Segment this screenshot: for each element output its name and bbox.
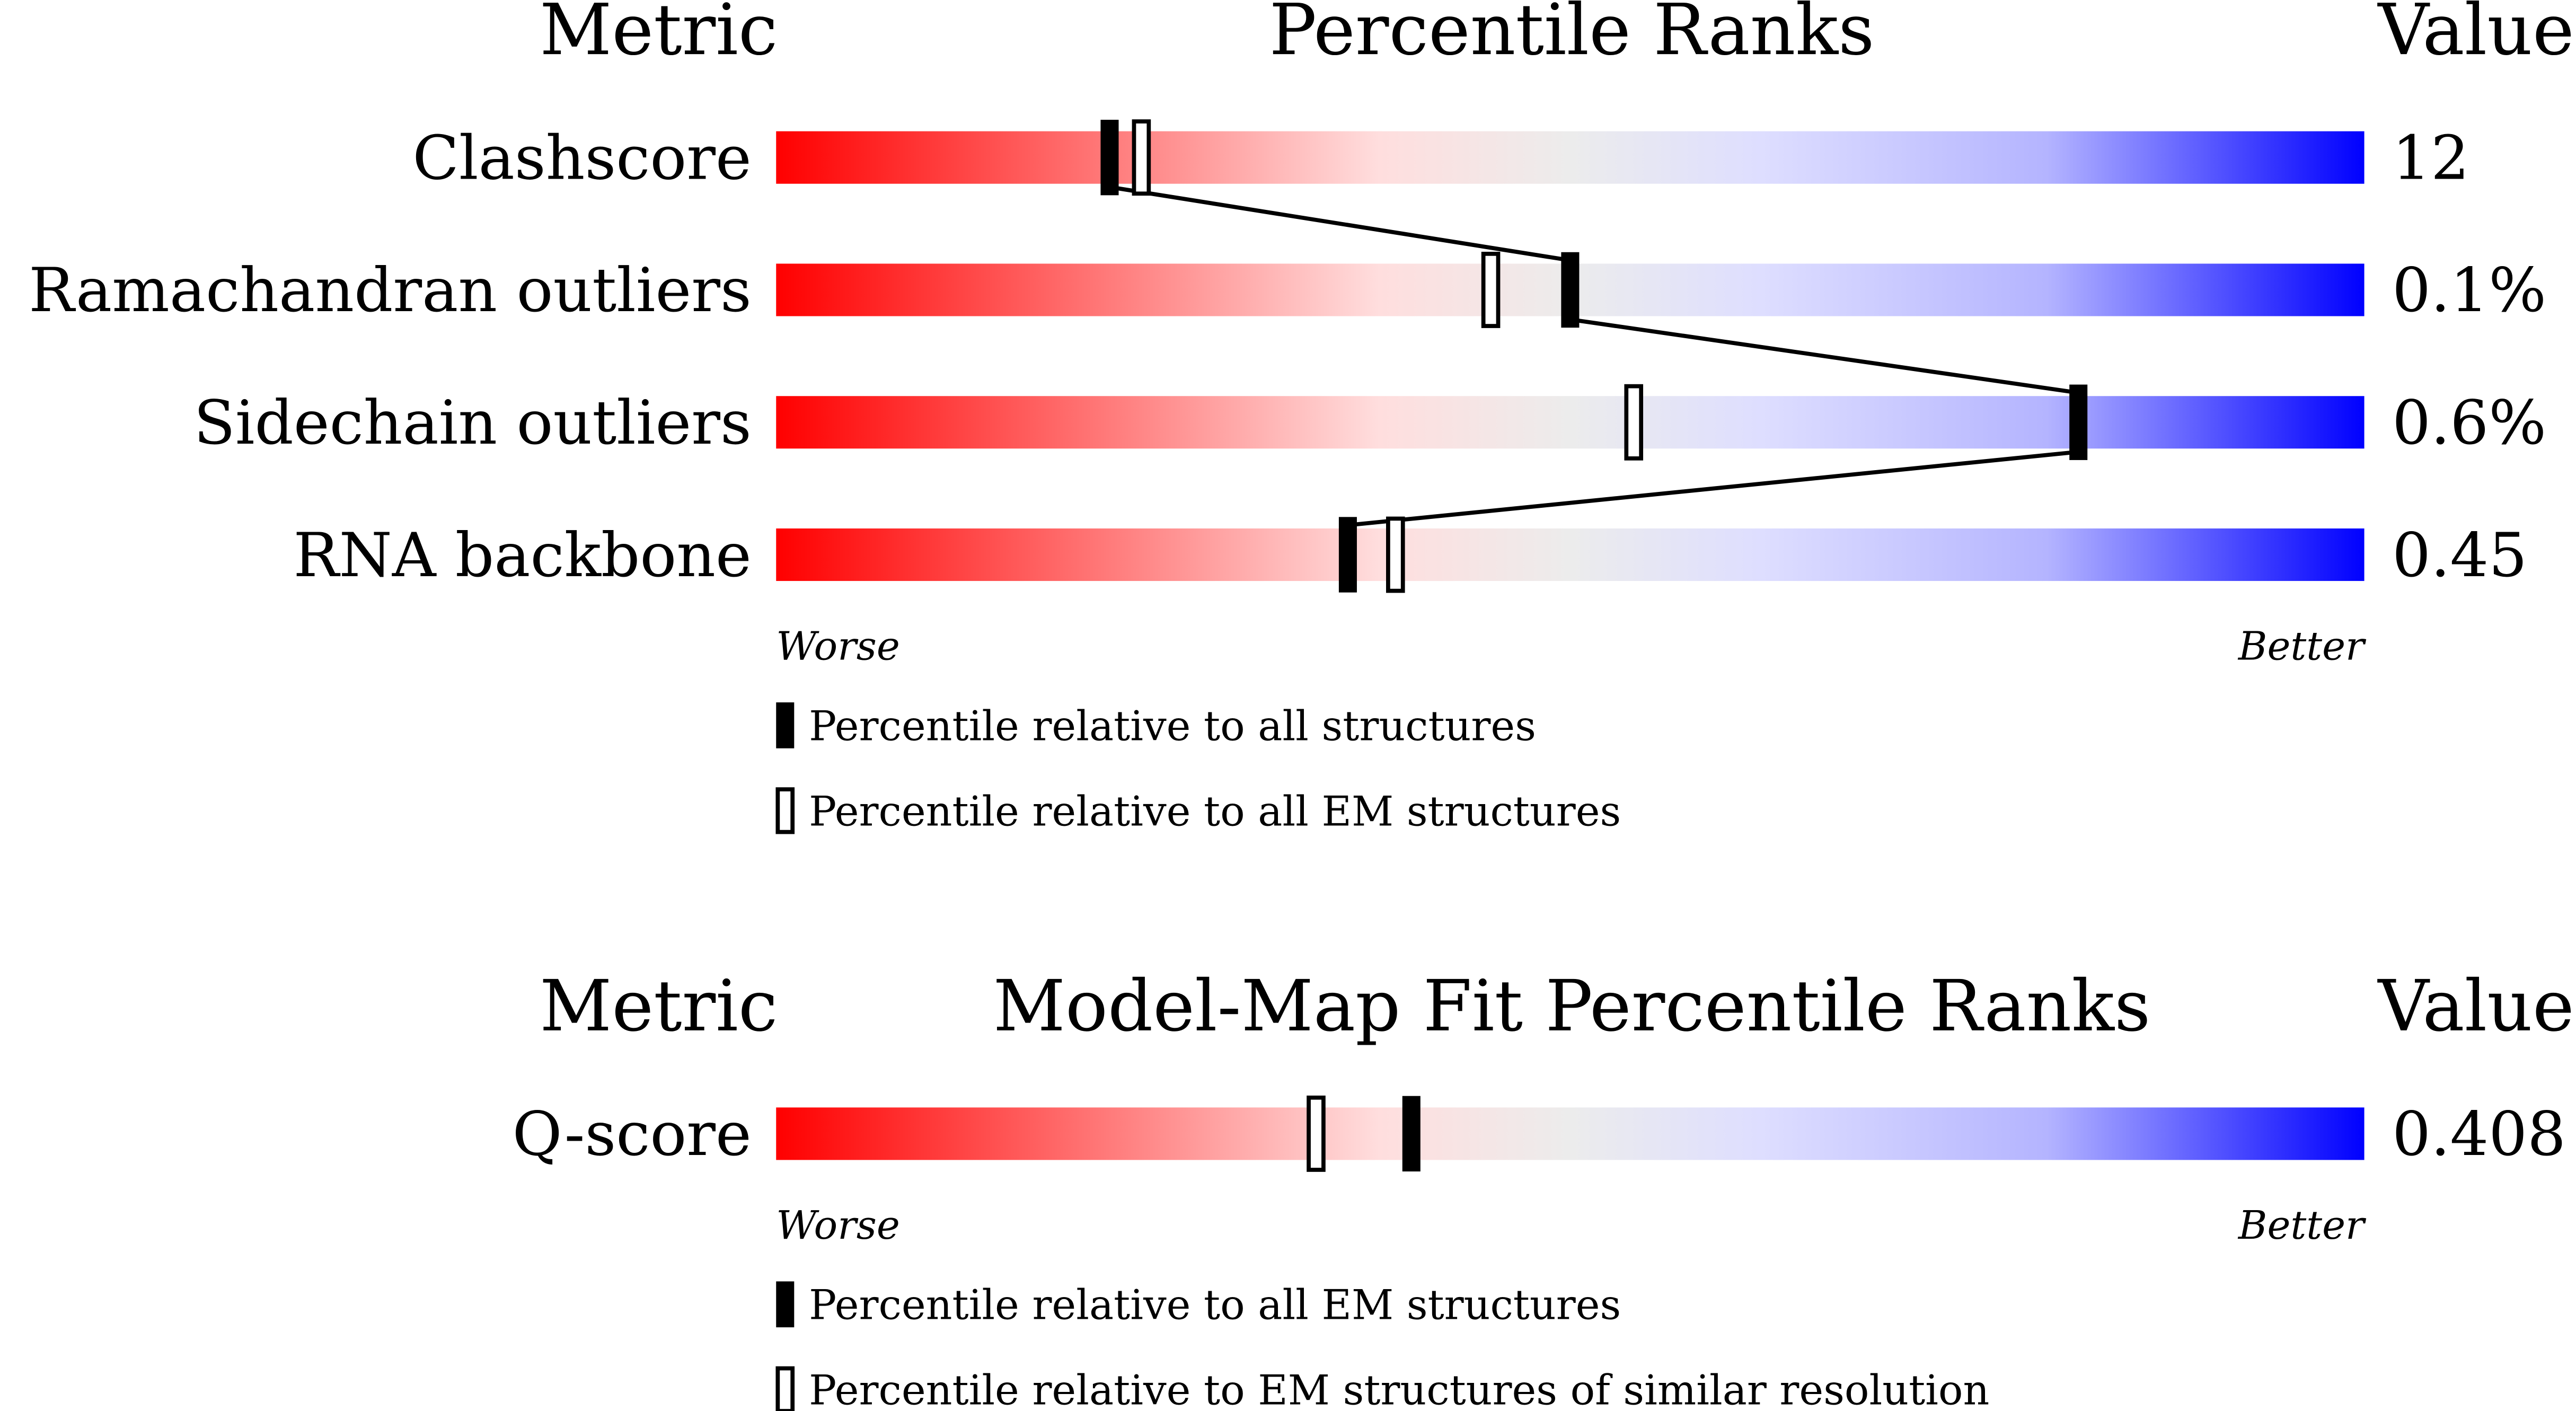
metric-label: Ramachandran outliers	[29, 255, 752, 326]
scale-high: Better	[2237, 1202, 2367, 1248]
header-title: Model-Map Fit Percentile Ranks	[993, 965, 2151, 1047]
connector-line	[1347, 449, 2079, 527]
open-marker	[1307, 1095, 1326, 1172]
scale-low: Worse	[776, 623, 900, 669]
filled-marker	[1402, 1096, 1421, 1172]
open-marker	[1386, 516, 1405, 593]
metric-value: 0.1%	[2392, 255, 2546, 326]
filled-marker	[2069, 384, 2088, 460]
legend-filled: Percentile relative to all structures	[809, 702, 1536, 750]
connector-line	[1109, 185, 1571, 263]
metric-value: 0.45	[2392, 521, 2527, 591]
legend-open-marker	[775, 1366, 795, 1411]
metric-value: 0.6%	[2392, 388, 2546, 458]
header-metric: Metric	[540, 0, 778, 71]
header-metric: Metric	[540, 965, 778, 1047]
legend-filled: Percentile relative to all EM structures	[809, 1282, 1621, 1329]
scale-high: Better	[2237, 623, 2367, 669]
percentile-bar	[776, 528, 2365, 581]
filled-marker	[1561, 252, 1580, 328]
open-marker	[1481, 251, 1501, 328]
metric-label: Sidechain outliers	[193, 388, 751, 458]
header-value: Value	[2377, 965, 2574, 1047]
filled-marker	[1338, 517, 1357, 593]
legend-open-marker	[775, 787, 795, 834]
percentile-bar	[776, 131, 2365, 184]
filled-marker	[1100, 119, 1119, 196]
header-title: Percentile Ranks	[1269, 0, 1875, 71]
header-value: Value	[2377, 0, 2574, 71]
metric-label: Q-score	[513, 1099, 752, 1170]
connector-line	[1569, 317, 2079, 395]
metric-label: RNA backbone	[293, 521, 751, 591]
legend-open: Percentile relative to all EM structures	[809, 788, 1621, 835]
open-marker	[1624, 384, 1644, 461]
metric-value: 12	[2392, 123, 2469, 193]
percentile-bar	[776, 396, 2365, 449]
open-marker	[1132, 119, 1151, 196]
percentile-bar	[776, 1107, 2365, 1160]
metric-label: Clashscore	[412, 123, 751, 193]
legend-open: Percentile relative to EM structures of …	[809, 1367, 1989, 1411]
scale-low: Worse	[776, 1202, 900, 1248]
legend-filled-marker	[776, 702, 795, 748]
legend-filled-marker	[776, 1281, 795, 1328]
metric-value: 0.408	[2392, 1099, 2566, 1170]
